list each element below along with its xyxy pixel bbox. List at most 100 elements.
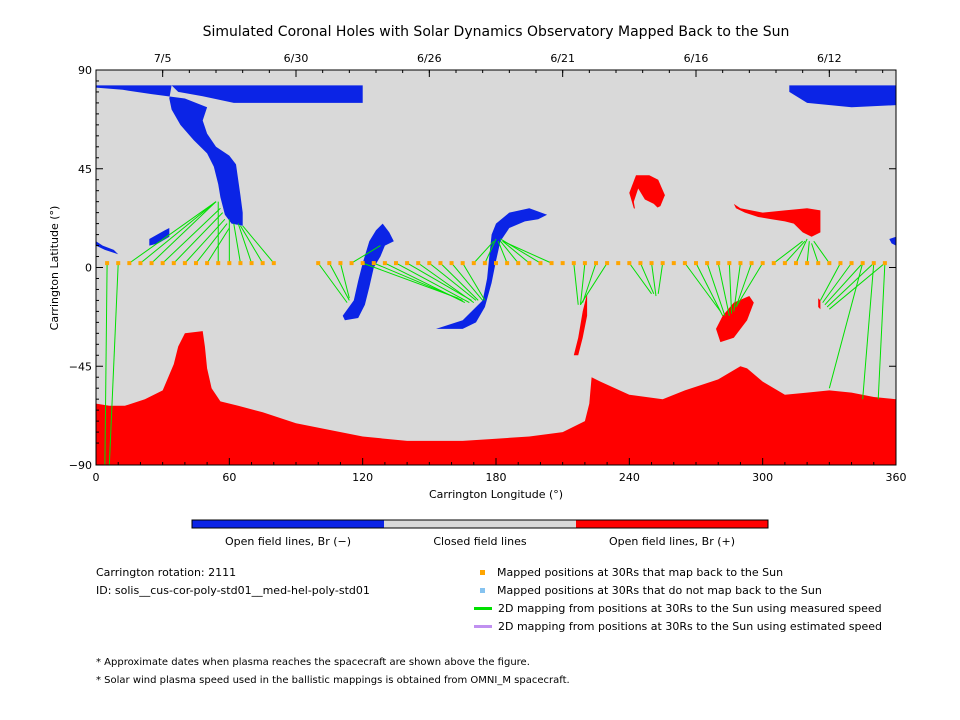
mapped-point-27 xyxy=(438,261,443,266)
measured-mapping-line-26 xyxy=(429,262,477,301)
measured-mapping-line-18 xyxy=(339,262,350,299)
mapped-point-29 xyxy=(460,261,465,266)
mapped-point-34 xyxy=(516,261,521,266)
measured-mapping-line-16 xyxy=(317,262,348,303)
green-line-icon xyxy=(474,607,492,610)
mapped-point-45 xyxy=(638,261,643,266)
measured-mapping-line-63 xyxy=(829,262,886,310)
measured-mapping-line-29 xyxy=(462,262,486,301)
mapped-point-67 xyxy=(882,261,887,266)
negative-coronal-hole-3 xyxy=(889,236,896,246)
measured-mapping-line-22 xyxy=(384,262,466,304)
mapped-point-18 xyxy=(338,261,343,266)
measured-mapping-line-52 xyxy=(735,262,764,308)
y-tick-label-3: −45 xyxy=(69,360,92,373)
positive-coronal-hole-2 xyxy=(733,203,821,237)
measured-mapping-line-36 xyxy=(502,240,552,264)
colorbar-label-2: Open field lines, Br (+) xyxy=(609,535,735,548)
legend-estimated-label: 2D mapping from positions at 30Rs to the… xyxy=(498,620,883,633)
x-axis-label: Carrington Longitude (°) xyxy=(429,488,563,501)
measured-mapping-line-32 xyxy=(497,240,508,264)
mapped-point-57 xyxy=(771,261,776,266)
measured-mapping-line-6 xyxy=(173,212,224,264)
colorbar-frame xyxy=(191,519,769,529)
mapped-point-12 xyxy=(238,261,243,266)
mapped-point-23 xyxy=(394,261,398,266)
negative-coronal-hole-5 xyxy=(342,223,394,321)
blue-square-icon xyxy=(480,588,485,593)
measured-mapping-line-57 xyxy=(811,243,819,264)
mapped-point-62 xyxy=(827,261,832,266)
top-date-label-4: 6/16 xyxy=(684,52,709,65)
measured-mapping-line-19 xyxy=(351,245,381,264)
y-axis-label: Carrington Latitude (°) xyxy=(48,206,61,331)
negative-coronal-hole-2 xyxy=(96,241,119,255)
measured-mapping-line-64 xyxy=(828,262,864,389)
measured-mapping-line-65 xyxy=(862,263,875,400)
mapped-point-17 xyxy=(327,261,332,266)
mapped-point-65 xyxy=(860,261,865,266)
top-date-label-1: 6/30 xyxy=(284,52,309,65)
colorbar-label-0: Open field lines, Br (−) xyxy=(225,535,351,548)
y-tick-label-0: 90 xyxy=(78,64,92,77)
mapped-point-28 xyxy=(449,261,454,266)
orange-square-icon xyxy=(480,570,485,575)
mapped-point-54 xyxy=(738,261,743,266)
mapped-point-5 xyxy=(160,261,165,266)
top-date-label-5: 6/12 xyxy=(817,52,842,65)
negative-coronal-hole-6 xyxy=(436,208,548,329)
mapped-point-19 xyxy=(349,261,354,266)
mapped-point-36 xyxy=(538,261,543,266)
measured-mapping-line-46 xyxy=(695,262,724,317)
measured-mapping-line-12 xyxy=(233,223,241,264)
mapped-point-14 xyxy=(260,261,265,266)
x-tick-label-1: 60 xyxy=(222,471,236,484)
mapped-point-38 xyxy=(560,261,565,266)
x-tick-label-4: 240 xyxy=(619,471,640,484)
measured-mapping-line-41 xyxy=(628,262,652,295)
mapped-point-9 xyxy=(205,261,210,266)
note-dates: * Approximate dates when plasma reaches … xyxy=(96,657,530,668)
mapped-point-51 xyxy=(705,261,710,266)
measured-mapping-line-49 xyxy=(728,263,733,314)
measured-mapping-line-23 xyxy=(395,262,470,304)
measured-mapping-line-53 xyxy=(773,240,803,264)
measured-mapping-line-1 xyxy=(108,263,119,466)
measured-mapping-line-50 xyxy=(733,263,741,312)
measured-mapping-line-15 xyxy=(242,225,275,264)
map-plot xyxy=(96,70,896,466)
mapped-point-16 xyxy=(316,261,321,266)
mapped-point-26 xyxy=(427,261,432,266)
measured-mapping-line-0 xyxy=(104,263,108,466)
positive-coronal-hole-4 xyxy=(716,296,754,343)
measured-mapping-line-37 xyxy=(573,263,579,305)
mapped-point-59 xyxy=(794,261,798,266)
measured-mapping-line-5 xyxy=(162,207,221,264)
measured-mapping-line-55 xyxy=(795,238,808,264)
mapped-point-4 xyxy=(149,261,154,266)
mapped-point-56 xyxy=(760,261,765,266)
mapped-point-39 xyxy=(571,261,576,266)
measured-mapping-line-4 xyxy=(151,201,217,264)
mapped-point-52 xyxy=(716,261,721,266)
mapped-point-30 xyxy=(471,261,476,266)
mapped-point-10 xyxy=(216,261,221,266)
mapped-point-40 xyxy=(582,261,587,266)
mapped-point-3 xyxy=(138,261,143,266)
measured-mapping-line-17 xyxy=(328,262,350,301)
mapped-point-49 xyxy=(682,261,687,266)
top-date-label-0: 7/5 xyxy=(154,52,172,65)
x-tick-label-3: 180 xyxy=(486,471,507,484)
colorbar: Open field lines, Br (−) Closed field lin… xyxy=(191,519,769,548)
mapped-point-43 xyxy=(616,261,621,266)
measured-mapping-line-27 xyxy=(440,262,479,301)
colorbar-label-1: Closed field lines xyxy=(433,535,527,548)
mapped-point-64 xyxy=(849,261,854,266)
mapped-point-20 xyxy=(360,261,365,266)
mapped-point-1 xyxy=(116,261,121,266)
measured-mapping-line-14 xyxy=(240,225,264,264)
mapped-point-0 xyxy=(105,261,110,266)
measured-mapping-line-43 xyxy=(651,263,657,297)
mapped-point-50 xyxy=(694,261,698,266)
mapped-point-41 xyxy=(594,261,598,266)
